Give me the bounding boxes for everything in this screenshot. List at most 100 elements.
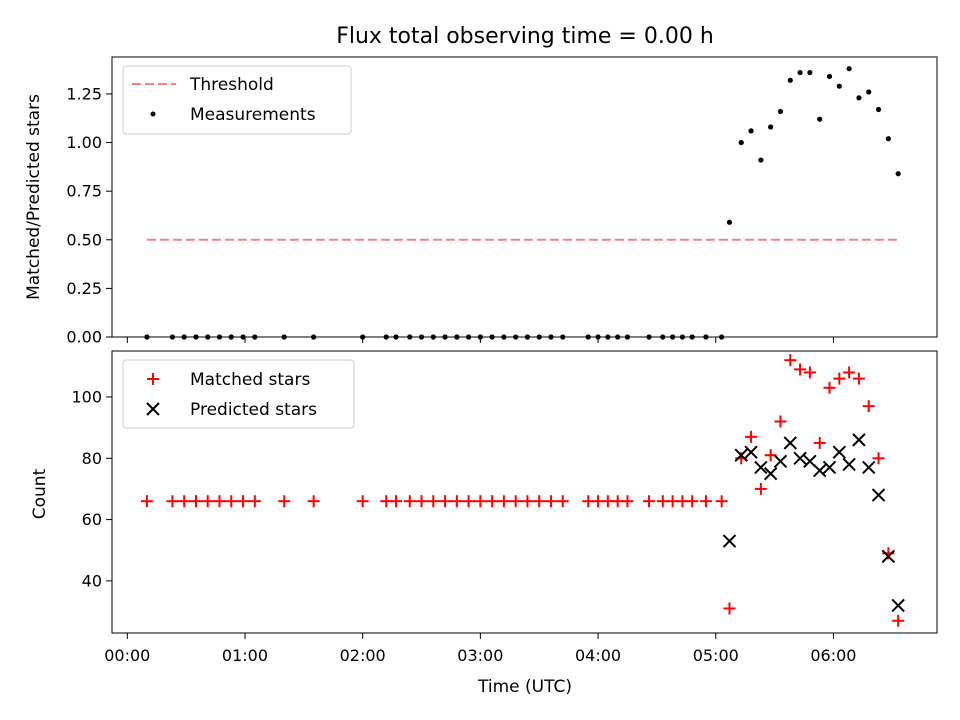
legend-threshold-label: Threshold [189,75,274,95]
matched-star-point [686,495,699,508]
legend-matched-label: Matched stars [190,370,310,390]
matched-star-point [754,482,767,495]
matched-star-point [237,495,250,508]
matched-star-point [843,366,856,379]
predicted-star-point [822,460,837,475]
matched-star-point [699,495,712,508]
matched-star-point [201,495,214,508]
top-y-tick-label: 1.25 [66,84,102,103]
bottom-y-axis-label: Count [30,468,50,519]
bottom-y-tick-label: 80 [82,449,102,468]
measurement-point [885,136,891,142]
matched-star-point [872,452,885,465]
predicted-star-point [754,460,768,475]
x-axis-label: Time (UTC) [477,677,572,697]
bottom-y-tick-label: 100 [71,387,102,406]
matched-star-point [823,381,836,394]
top-y-tick-label: 0.75 [66,182,102,201]
legend-matched-swatch [147,373,159,385]
matched-star-point [427,495,440,508]
measurement-point [748,128,754,134]
matched-star-point [544,495,557,508]
x-tick-label: 03:00 [457,646,503,665]
measurement-point [836,83,842,89]
predicted-star-point [763,466,778,481]
bottom-legend-box [122,359,355,429]
matched-star-point [439,495,452,508]
top-y-tick-label: 0.25 [66,279,102,298]
measurement-point [875,106,882,113]
top-y-axis-label: Matched/Predicted stars [24,94,44,300]
measurement-point [738,139,744,146]
bottom-series [140,354,905,627]
bottom-legend: Matched stars Predicted stars [122,359,355,429]
matched-star-point [784,354,797,367]
bottom-plot-frame [111,350,938,634]
matched-star-point [166,495,179,508]
matched-star-point [862,400,875,413]
predicted-star-point [734,448,748,462]
measurement-point [758,157,764,163]
matched-star-point [178,495,191,508]
legend-measurements-swatch [150,111,156,117]
matched-star-point [462,495,475,508]
matched-star-point [248,495,261,508]
matched-star-point [533,495,546,508]
predicted-star-point [832,445,847,459]
measurement-point [726,219,733,225]
measurement-point [777,108,784,115]
matched-star-point [556,495,569,508]
top-y-tick-label: 0.00 [66,328,102,347]
matched-star-point [833,372,846,385]
matched-star-point [745,430,758,443]
chart-title: Flux total observing time = 0.00 h [336,24,714,49]
predicted-star-point [783,436,797,450]
matched-star-point [390,495,403,508]
matched-star-point [715,495,728,508]
top-legend: Threshold Measurements [122,65,352,135]
predicted-star-point [744,445,758,459]
matched-star-point [723,602,736,615]
measurement-point [866,89,872,95]
top-y-ticks: 0.00 0.25 0.50 0.75 1.00 1.25 [66,84,112,347]
x-tick-label: 04:00 [575,646,621,665]
measurement-point [826,73,833,80]
matched-star-point [278,495,291,508]
legend-predicted-label: Predicted stars [190,400,317,420]
matched-star-point [403,495,416,508]
matched-star-point [621,495,634,508]
matched-star-point [892,614,905,627]
top-axes: 0.00 0.25 0.50 0.75 1.00 1.25 Matched/Predict… [24,56,938,347]
x-tick-label: 02:00 [340,646,386,665]
matched-star-point [140,495,153,508]
matched-star-point [486,495,499,508]
bottom-axes: 40 60 80 100 00:00 01:00 02:00 03:00 04:00 05:00… [30,350,938,697]
bottom-y-ticks: 40 60 80 100 [71,387,112,590]
legend-measurements-label: Measurements [190,105,316,125]
predicted-star-point [773,454,788,469]
predicted-star-point [722,534,737,548]
bottom-y-tick-label: 60 [82,510,102,529]
matched-star-point [474,495,487,508]
matched-star-point [497,495,510,508]
x-tick-label: 05:00 [693,646,739,665]
top-legend-box [122,65,352,135]
measurement-point [817,116,823,122]
matched-star-point [643,495,656,508]
predicted-star-point [891,598,905,613]
predicted-star-point [881,549,896,564]
measurement-point [846,66,852,72]
matched-star-point [213,495,226,508]
measurement-point [856,95,862,101]
legend-predicted-swatch [146,402,160,416]
top-y-tick-label: 1.00 [66,133,102,152]
matched-star-point [189,495,202,508]
matched-star-point [813,436,826,449]
matched-star-point [450,495,463,508]
predicted-star-point [793,451,807,465]
matched-star-point [774,415,787,428]
predicted-star-point [842,457,856,472]
x-tick-label: 06:00 [810,646,856,665]
measurement-point [787,77,793,83]
